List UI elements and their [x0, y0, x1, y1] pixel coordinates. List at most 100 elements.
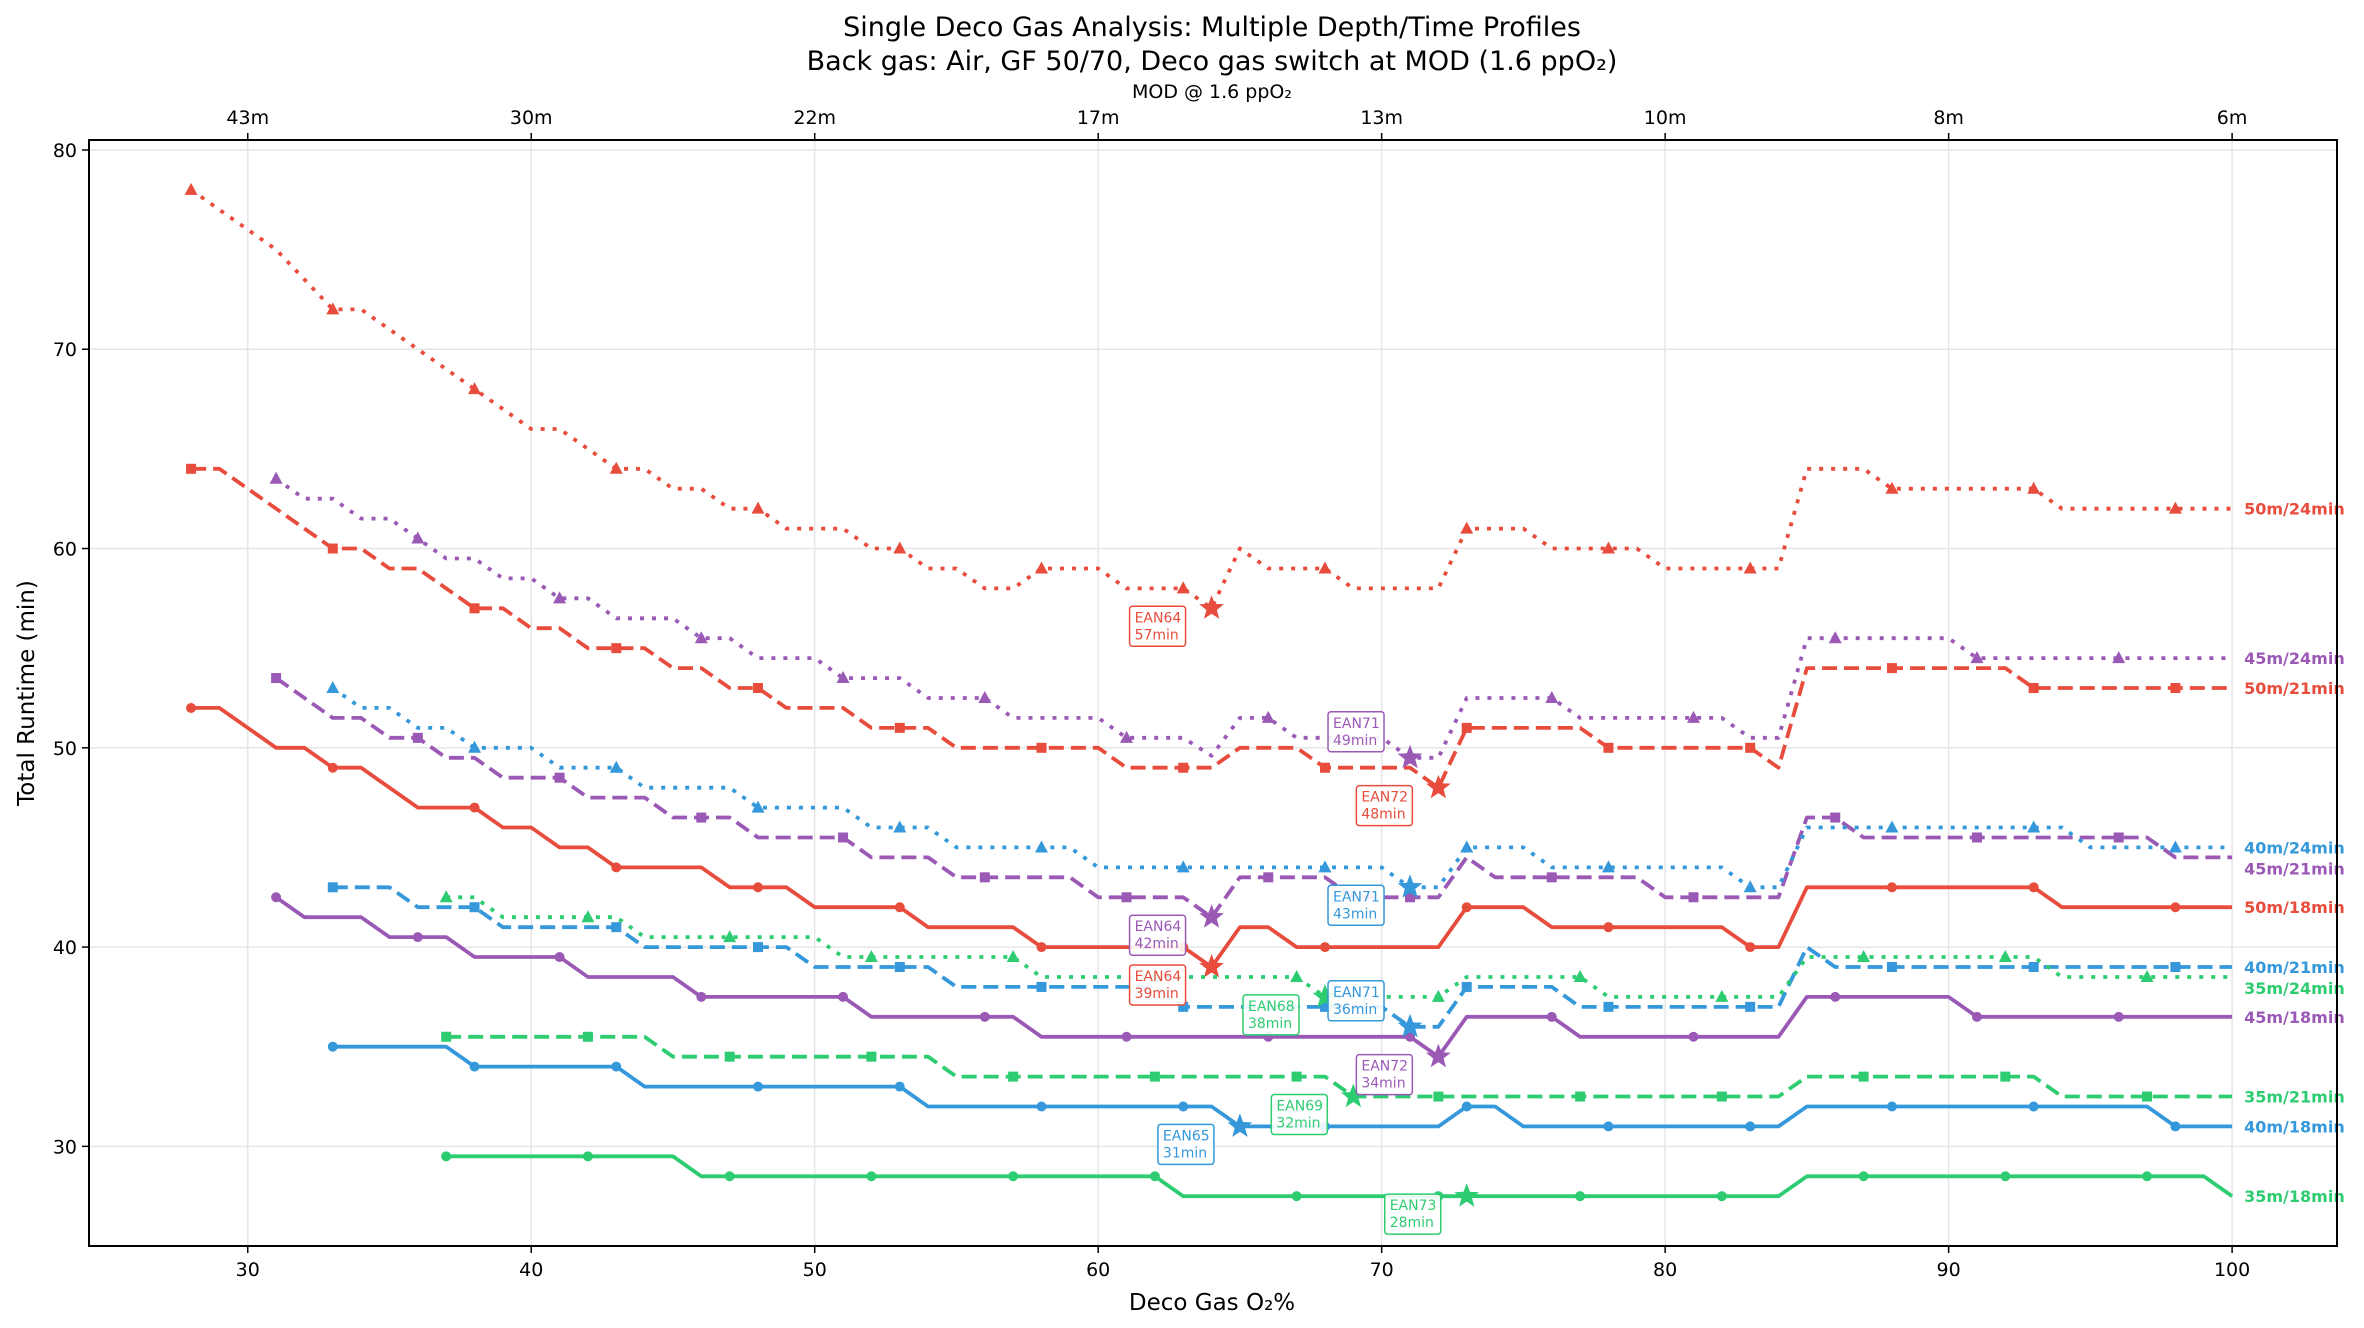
annotation-gas: EAN65: [1163, 1128, 1210, 1144]
series-line: [332, 1044, 2233, 1129]
marker-square: [186, 463, 197, 474]
marker-triangle: [1318, 561, 1332, 574]
annotation-box: [1242, 994, 1300, 1036]
marker-triangle: [1290, 969, 1304, 982]
marker-square: [838, 832, 849, 843]
top-tick-label: 30m: [510, 107, 553, 129]
marker-square: [753, 683, 764, 694]
marker-circle: [753, 882, 764, 893]
best-point-star: [1454, 1183, 1480, 1207]
series-line: [275, 477, 2233, 760]
x-axis-label: Deco Gas O₂%: [1129, 1290, 1295, 1316]
series-end-label: 45m/24min: [2244, 649, 2345, 668]
marker-circle: [838, 991, 849, 1002]
annotation-runtime: 36min: [1333, 1002, 1377, 1018]
marker-square: [696, 812, 707, 823]
marker-circle: [271, 892, 282, 903]
annotation-runtime: 49min: [1333, 733, 1377, 749]
marker-circle: [1745, 942, 1756, 953]
marker-square: [1433, 1091, 1444, 1102]
marker-circle: [1830, 991, 1841, 1002]
x-tick-label: 90: [1937, 1259, 1961, 1281]
annotation-gas: EAN71: [1333, 889, 1380, 905]
annotation-box: [1157, 1123, 1215, 1166]
top-tick-label: 10m: [1644, 107, 1687, 129]
marker-square: [1971, 832, 1982, 843]
marker-square: [894, 722, 905, 733]
best-point-star: [1341, 1083, 1366, 1108]
marker-triangle: [751, 501, 765, 514]
marker-triangle: [978, 690, 992, 703]
series-40m-18min: 40m/18min: [327, 1041, 2345, 1137]
annotation-gas: EAN69: [1276, 1099, 1323, 1115]
marker-square: [1405, 892, 1416, 903]
annotation-box: [1128, 964, 1187, 1006]
marker-square: [1688, 892, 1699, 903]
y-tick-label: 50: [53, 738, 77, 760]
marker-triangle: [1545, 690, 1559, 703]
series-end-label: 40m/24min: [2244, 838, 2345, 857]
best-point-star: [1199, 904, 1224, 928]
marker-circle: [724, 1171, 735, 1182]
marker-circle: [2170, 1121, 2181, 1132]
marker-triangle: [864, 950, 878, 963]
y-tick-label: 60: [53, 539, 77, 561]
marker-square: [611, 922, 622, 933]
marker-triangle: [2140, 969, 2154, 982]
marker-square: [1121, 892, 1132, 903]
marker-circle: [327, 762, 338, 773]
marker-triangle: [1261, 710, 1275, 723]
annotation-gas: EAN72: [1361, 1059, 1408, 1075]
marker-square: [554, 772, 565, 783]
annotation-gas: EAN72: [1361, 790, 1408, 806]
annotation-box: [1355, 1053, 1414, 1096]
annotation-box: [1327, 711, 1385, 753]
marker-circle: [1688, 1031, 1699, 1042]
annotation-runtime: 48min: [1361, 807, 1405, 823]
annotation-runtime: 39min: [1135, 986, 1179, 1002]
series-45m-21min: 45m/21min: [271, 673, 2345, 928]
marker-triangle: [326, 681, 340, 694]
annotation-box: [1355, 784, 1414, 827]
marker-triangle: [468, 740, 482, 753]
annotation-runtime: 34min: [1361, 1076, 1405, 1092]
series-layer: 50m/24min 50m/21min 50m/18min 45m/24min 45m/…: [184, 182, 2345, 1207]
marker-triangle: [1828, 631, 1842, 644]
marker-triangle: [553, 591, 567, 604]
series-end-label: 50m/21min: [2244, 679, 2345, 698]
marker-circle: [1886, 882, 1897, 893]
marker-square: [2028, 683, 2039, 694]
marker-square: [1575, 1091, 1586, 1102]
series-line: [275, 676, 2233, 920]
marker-square: [1036, 742, 1047, 753]
marker-square: [271, 673, 282, 684]
marker-triangle: [1034, 840, 1048, 853]
series-35m-21min: 35m/21min: [441, 1031, 2345, 1108]
marker-triangle: [269, 471, 283, 484]
marker-circle: [979, 1011, 990, 1022]
marker-square: [469, 902, 480, 913]
annotation-runtime: 43min: [1333, 906, 1377, 922]
marker-triangle: [1885, 481, 1899, 494]
marker-circle: [1319, 942, 1330, 953]
marker-circle: [582, 1151, 593, 1162]
marker-triangle: [694, 631, 708, 644]
marker-square: [1178, 1001, 1189, 1012]
series-end-label: 35m/21min: [2244, 1088, 2345, 1107]
series-end-label: 45m/18min: [2244, 1008, 2345, 1027]
y-tick-label: 30: [53, 1136, 77, 1158]
y-tick-label: 40: [53, 937, 77, 959]
marker-triangle: [2027, 481, 2041, 494]
marker-square: [441, 1031, 452, 1042]
annotation-runtime: 28min: [1390, 1215, 1434, 1231]
marker-square: [412, 732, 423, 743]
series-end-label: 40m/18min: [2244, 1117, 2345, 1136]
marker-triangle: [609, 461, 623, 474]
marker-circle: [1178, 1101, 1189, 1112]
marker-circle: [753, 1081, 764, 1092]
plot-frame: [88, 139, 2338, 1247]
